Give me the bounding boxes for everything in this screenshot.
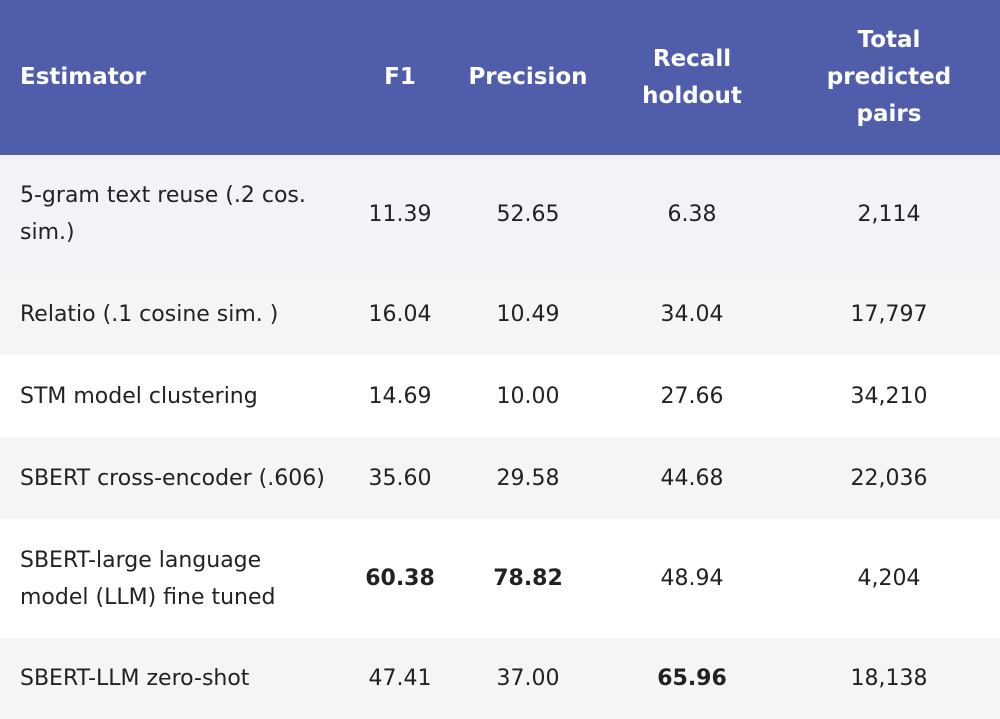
cell-total: 22,036 [850,465,928,491]
cell-total: 4,204 [857,566,921,591]
table-row: 5-gram text reuse (.2 cos. sim.) 11.39 5… [0,155,1000,273]
cell-recall: 27.66 [660,383,724,409]
cell-f1: 11.39 [368,201,432,227]
cell-f1: 60.38 [365,566,435,591]
cell-total: 2,114 [857,201,921,227]
header-recall-holdout: Recall holdout [606,0,778,155]
cell-estimator: SBERT-large language model (LLM) fine tu… [20,547,276,610]
cell-f1: 47.41 [368,666,432,691]
cell-precision: 10.49 [496,301,560,327]
cell-total: 17,797 [850,301,928,327]
header-total-line3: pairs [856,101,922,127]
cell-precision: 10.00 [496,383,560,409]
table-body: 5-gram text reuse (.2 cos. sim.) 11.39 5… [0,155,1000,719]
cell-estimator: Relatio (.1 cosine sim. ) [20,301,279,327]
cell-recall: 6.38 [667,201,717,227]
cell-f1: 14.69 [368,383,432,409]
cell-recall: 65.96 [657,666,727,691]
header-recall-line2: holdout [642,82,742,109]
cell-estimator: STM model clustering [20,383,258,409]
cell-precision: 29.58 [496,465,560,491]
cell-f1: 35.60 [368,465,432,491]
cell-precision: 52.65 [496,201,560,227]
table-row: SBERT-large language model (LLM) fine tu… [0,519,1000,638]
table-row: SBERT-LLM zero-shot 47.41 37.00 65.96 18… [0,638,1000,719]
cell-recall: 48.94 [660,566,724,591]
header-estimator: Estimator [0,0,350,155]
header-recall-line1: Recall [652,45,732,72]
cell-precision: 78.82 [493,566,563,591]
cell-precision: 37.00 [496,666,560,691]
cell-estimator: 5-gram text reuse (.2 cos. sim.) [20,183,306,245]
header-total-line2: predicted [826,64,952,90]
cell-estimator: SBERT cross-encoder (.606) [20,465,325,491]
table-header: Estimator F1 Precision Recall holdout To… [0,0,1000,155]
cell-total: 34,210 [850,383,928,409]
header-total-line1: Total [857,27,921,53]
cell-total: 18,138 [850,666,928,691]
header-precision: Precision [450,0,606,155]
header-f1: F1 [350,0,450,155]
table-row: STM model clustering 14.69 10.00 27.66 3… [0,355,1000,437]
cell-recall: 44.68 [660,465,724,491]
header-row: Estimator F1 Precision Recall holdout To… [0,0,1000,155]
header-total-predicted-pairs: Total predicted pairs [778,0,1000,155]
cell-recall: 34.04 [660,301,724,327]
table-row: Relatio (.1 cosine sim. ) 16.04 10.49 34… [0,273,1000,355]
cell-estimator: SBERT-LLM zero-shot [20,666,250,691]
table-row: SBERT cross-encoder (.606) 35.60 29.58 4… [0,437,1000,519]
cell-f1: 16.04 [368,301,432,327]
